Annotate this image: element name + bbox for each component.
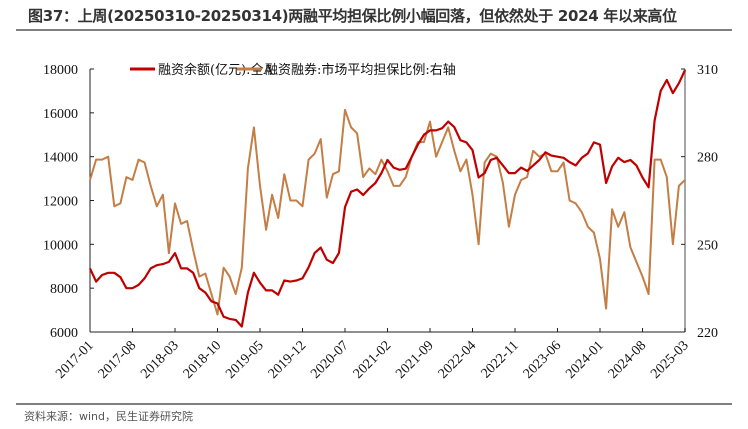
y-right-tick-label: 310 [697, 63, 718, 78]
y-left-tick-label: 18000 [43, 63, 78, 78]
x-tick-label: 2025-03 [648, 338, 692, 382]
legend-label: 融资融券:市场平均担保比例:右轴 [265, 62, 456, 78]
x-tick-label: 2021-09 [393, 338, 437, 382]
x-tick-label: 2019-05 [223, 338, 267, 382]
x-tick-label: 2018-10 [181, 338, 225, 382]
x-tick-label: 2019-12 [266, 338, 310, 382]
y-right-tick-label: 280 [697, 151, 718, 166]
x-tick-label: 2024-08 [606, 338, 650, 382]
x-tick-label: 2020-07 [308, 338, 352, 382]
source-note: 资料来源：wind，民生证券研究院 [24, 410, 194, 423]
x-tick-label: 2024-01 [563, 338, 607, 382]
y-right-tick-label: 250 [697, 238, 718, 253]
y-left-tick-label: 8000 [50, 282, 78, 297]
title-divider [16, 29, 732, 31]
x-tick-label: 2022-04 [436, 338, 480, 382]
y-left-tick-label: 6000 [50, 326, 78, 341]
y-right-tick-label: 220 [697, 326, 718, 341]
x-tick-label: 2023-06 [521, 338, 565, 382]
x-tick-label: 2017-01 [53, 338, 97, 382]
x-tick-label: 2021-02 [351, 338, 395, 382]
x-tick-label: 2017-08 [96, 338, 140, 382]
collateral-ratio-line [89, 108, 686, 316]
margin-balance-line [89, 69, 686, 328]
chart-title: 图37：上周(20250310-20250314)两融平均担保比例小幅回落，但依… [28, 7, 677, 25]
x-tick-label: 2018-03 [138, 338, 182, 382]
x-tick-label: 2022-11 [479, 338, 522, 381]
y-left-tick-label: 14000 [43, 151, 78, 166]
legend-label: 融资余额(亿元):全A [158, 62, 274, 78]
footer-divider [16, 403, 732, 405]
y-left-tick-label: 16000 [43, 107, 78, 122]
y-left-tick-label: 10000 [43, 238, 78, 253]
y-left-tick-label: 12000 [43, 195, 78, 210]
